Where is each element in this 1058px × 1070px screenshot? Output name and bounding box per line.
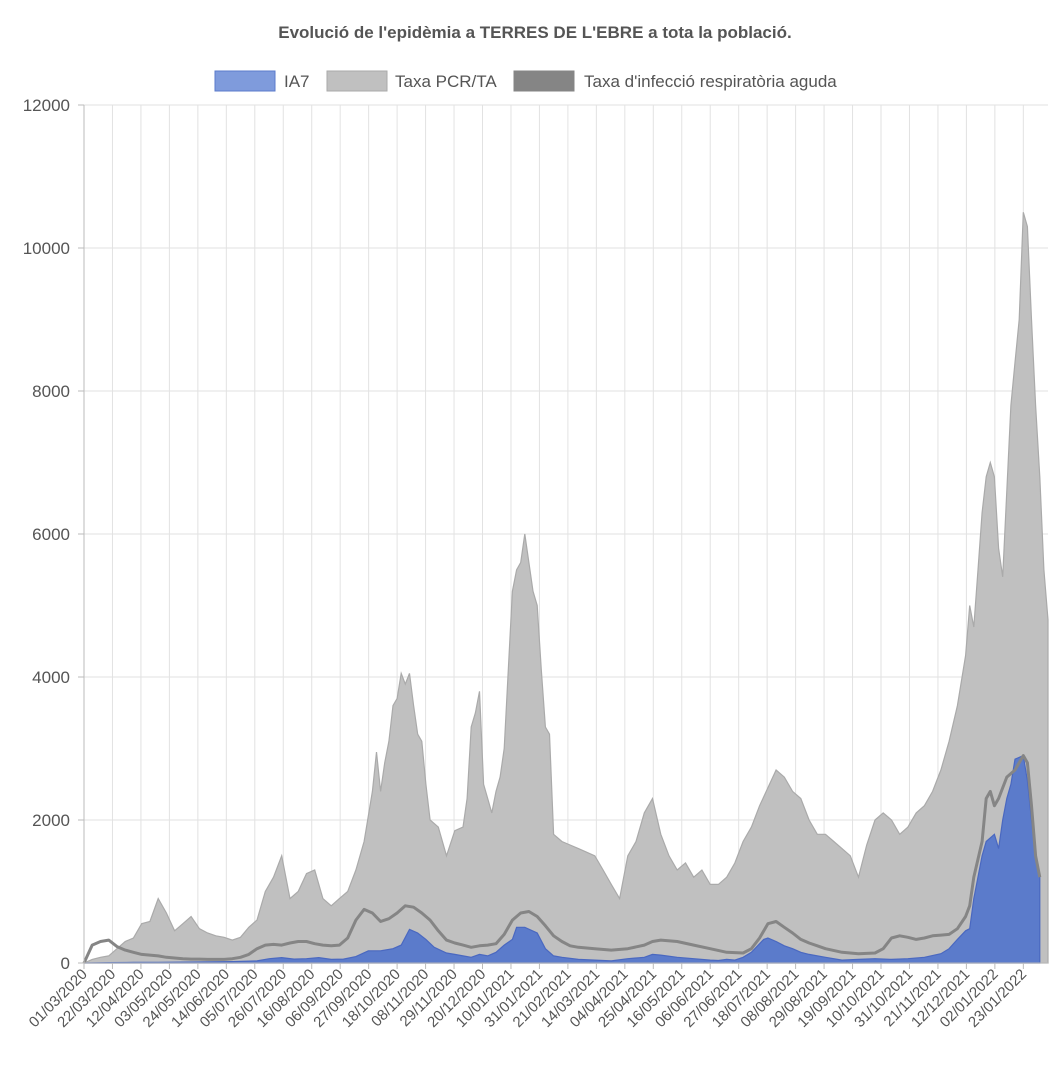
x-axis-ticks: 01/03/202022/03/202012/04/202003/05/2020… xyxy=(26,963,1030,1031)
legend-label-2[interactable]: Taxa d'infecció respiratòria aguda xyxy=(584,72,837,91)
legend-label-0[interactable]: IA7 xyxy=(284,72,310,91)
y-tick-label-6: 12000 xyxy=(23,96,70,115)
y-tick-label-1: 2000 xyxy=(32,811,70,830)
y-tick-label-5: 10000 xyxy=(23,239,70,258)
legend-swatch-1[interactable] xyxy=(326,70,388,92)
legend-label-1[interactable]: Taxa PCR/TA xyxy=(395,72,497,91)
series-area-ia7 xyxy=(83,754,1041,964)
y-axis-ticks: 0 2000 4000 6000 8000 10000 12000 xyxy=(23,96,84,973)
legend: IA7 Taxa PCR/TA Taxa d'infecció respiratòr… xyxy=(214,70,837,92)
series-line-ira xyxy=(82,754,1042,964)
series-area-pcr-ta xyxy=(83,212,1049,964)
chart-title: Evolució de l'epidèmia a TERRES DE L'EBR… xyxy=(278,23,791,42)
y-tick-label-4: 8000 xyxy=(32,382,70,401)
series-areas xyxy=(82,212,1049,964)
legend-swatch-0[interactable] xyxy=(214,70,276,92)
y-tick-label-0: 0 xyxy=(61,954,70,973)
y-tick-label-2: 4000 xyxy=(32,668,70,687)
legend-swatch-2[interactable] xyxy=(513,70,575,92)
y-tick-label-3: 6000 xyxy=(32,525,70,544)
